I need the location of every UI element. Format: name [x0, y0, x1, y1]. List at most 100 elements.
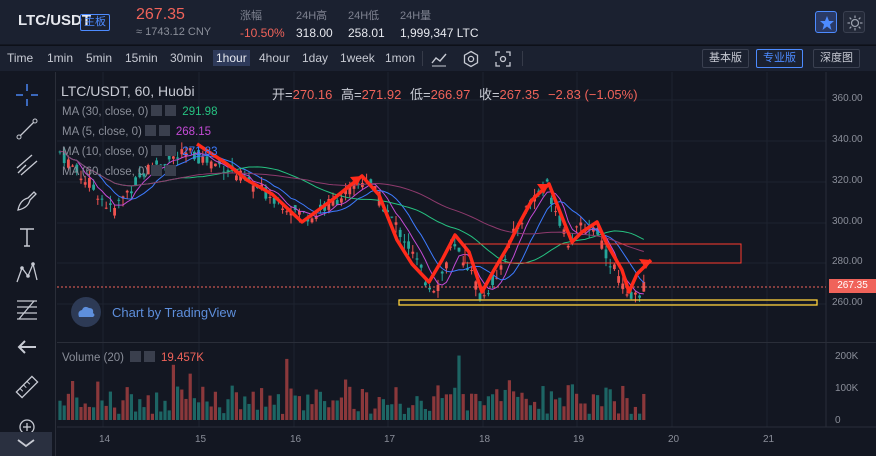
volume-bar — [184, 398, 188, 420]
price-axis-label: 360.00 — [832, 93, 863, 104]
volume-bar — [243, 396, 247, 420]
market-header: LTC/USDT 主板 267.35 ≈ 1743.12 CNY 涨幅 -10.5… — [0, 0, 876, 44]
candle-body — [487, 293, 490, 295]
candle-body — [125, 190, 129, 193]
timeframe-4hour[interactable]: 4hour — [259, 51, 290, 65]
volume-bar — [201, 386, 205, 420]
pattern-tool-icon[interactable] — [14, 260, 40, 286]
volume-bar — [192, 398, 196, 420]
text-tool-icon[interactable] — [14, 224, 40, 250]
volume-bar — [533, 401, 537, 420]
volume-bar — [537, 408, 541, 420]
volume-bar — [625, 398, 629, 420]
candle-body — [205, 156, 209, 163]
chart-symbol-title[interactable]: LTC/USDT, 60, Huobi — [61, 83, 195, 99]
candle-body — [579, 222, 583, 226]
ruler-icon[interactable] — [14, 374, 40, 400]
time-axis-label: 20 — [668, 434, 680, 445]
candlestick-chart[interactable] — [57, 72, 876, 456]
timeframe-1hour[interactable]: 1hour — [213, 50, 250, 66]
toolbar-divider — [522, 51, 523, 66]
volume-bar — [188, 373, 192, 420]
volume-bar — [419, 400, 423, 420]
volume-axis-label: 0 — [835, 415, 841, 426]
volume-bar — [213, 391, 217, 420]
volume-bar — [528, 405, 532, 420]
tradingview-watermark[interactable]: Chart by TradingView — [71, 297, 251, 327]
ma10-line — [59, 150, 645, 283]
candle-body — [180, 149, 184, 155]
candle-body — [109, 203, 112, 205]
candle-body — [310, 218, 314, 223]
brush-icon[interactable] — [14, 188, 40, 214]
fib-retracement-icon[interactable] — [14, 296, 40, 322]
ma60-legend[interactable]: MA (60, close, 0) — [62, 165, 182, 178]
view-pro-button[interactable]: 专业版 — [756, 49, 803, 68]
candle-body — [272, 197, 276, 204]
back-arrow-icon[interactable] — [14, 334, 40, 360]
price-cny: ≈ 1743.12 CNY — [136, 26, 212, 38]
ma30-legend[interactable]: MA (30, close, 0) 291.98 — [62, 105, 218, 118]
price-axis-label: 260.00 — [832, 297, 863, 308]
candle-body — [138, 173, 142, 178]
candle-body — [390, 216, 394, 218]
timeframe-1mon[interactable]: 1mon — [385, 51, 416, 65]
volume-bar — [209, 406, 213, 420]
volume-bar — [276, 394, 280, 420]
chart-area[interactable]: LTC/USDT, 60, Huobi 开=270.16 高=271.92 低=… — [57, 72, 876, 456]
volume-bar — [503, 389, 507, 420]
volume-bar — [575, 393, 579, 420]
timeframe-5min[interactable]: 5min — [86, 51, 113, 65]
timeframe-time[interactable]: Time — [7, 51, 34, 65]
candle-body — [134, 177, 137, 186]
favorite-star-button[interactable] — [815, 11, 837, 33]
volume-bar — [323, 401, 327, 420]
ma10-legend[interactable]: MA (10, close, 0) 271.83 — [62, 145, 218, 158]
volume-bar — [486, 396, 490, 420]
settings-gear-icon[interactable] — [462, 50, 480, 68]
timeframe-30min[interactable]: 30min — [170, 51, 203, 65]
volume-bar — [352, 408, 356, 420]
candle-body — [100, 198, 104, 200]
volume-bar — [482, 405, 486, 420]
view-basic-button[interactable]: 基本版 — [702, 49, 749, 68]
volume-bar — [629, 413, 633, 420]
collapse-toolbar-button[interactable] — [0, 432, 52, 456]
volume-bar — [268, 395, 272, 420]
timeframe-15min[interactable]: 15min — [125, 51, 158, 65]
volume-bar — [302, 410, 306, 420]
trendline-icon[interactable] — [14, 116, 40, 142]
volume-bar — [251, 391, 255, 420]
timeframe-1week[interactable]: 1week — [340, 51, 375, 65]
theme-toggle-button[interactable] — [843, 11, 865, 33]
ma5-legend[interactable]: MA (5, close, 0) 268.15 — [62, 125, 212, 138]
volume-bar — [142, 407, 146, 420]
candle-body — [209, 161, 213, 169]
candle-body — [58, 151, 62, 153]
indicators-icon[interactable] — [430, 50, 448, 68]
parallel-channel-icon[interactable] — [14, 152, 40, 178]
candle-body — [104, 207, 108, 209]
price-axis-label: 340.00 — [832, 134, 863, 145]
volume-legend[interactable]: Volume (20) 19.457K — [62, 351, 204, 364]
annotation-zigzag — [196, 142, 653, 294]
pane-divider[interactable] — [57, 342, 876, 343]
stat-high: 24H高 318.00 — [296, 10, 333, 40]
pair-title[interactable]: LTC/USDT — [18, 12, 92, 29]
crosshair-icon[interactable] — [14, 82, 40, 108]
candle-body — [512, 228, 515, 233]
screenshot-icon[interactable] — [494, 50, 512, 68]
candle-body — [629, 292, 633, 299]
candle-body — [235, 175, 238, 181]
candle-body — [373, 186, 377, 190]
volume-bar — [470, 393, 474, 420]
volume-bar — [285, 358, 289, 420]
candle-body — [554, 211, 557, 213]
volume-bar — [608, 389, 612, 420]
candle-body — [617, 276, 620, 283]
volume-bar — [621, 385, 625, 420]
timeframe-1day[interactable]: 1day — [302, 51, 329, 65]
timeframe-1min[interactable]: 1min — [47, 51, 74, 65]
view-depth-button[interactable]: 深度图 — [813, 49, 860, 68]
candle-body — [419, 264, 423, 268]
